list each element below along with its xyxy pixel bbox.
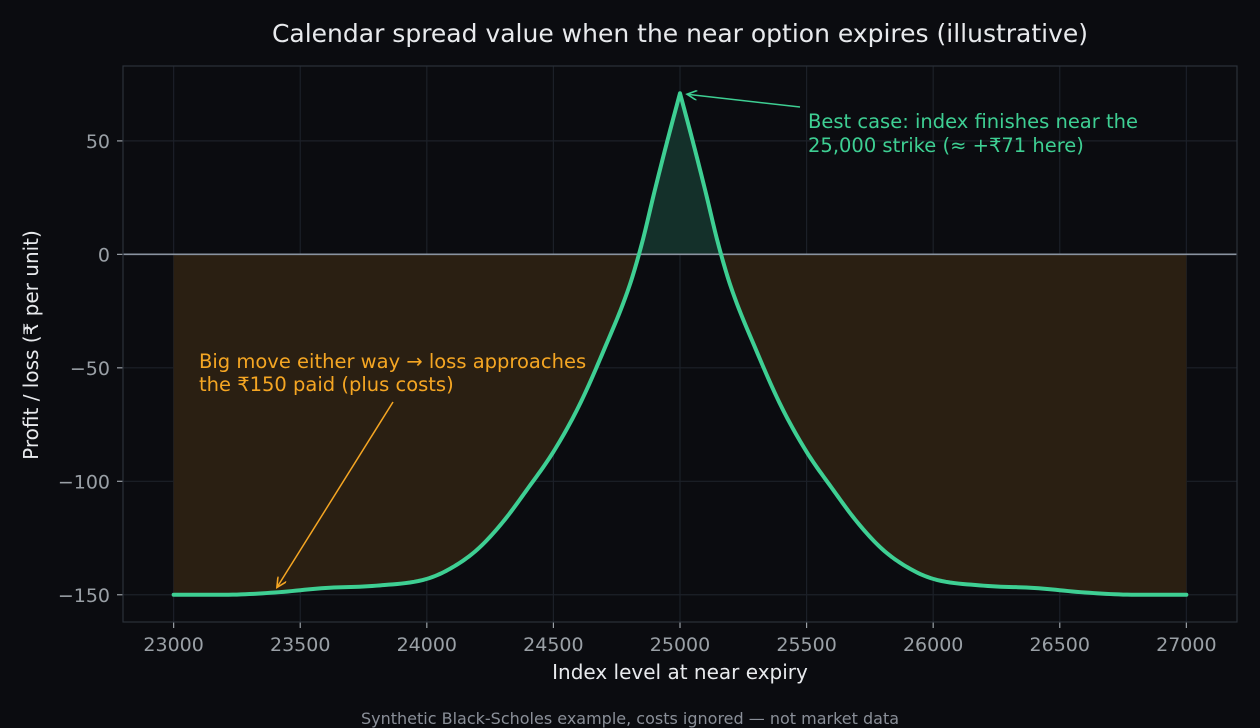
x-tick-label: 26500 (1030, 634, 1090, 656)
y-tick-label: 0 (98, 244, 110, 266)
x-tick-label: 26000 (903, 634, 963, 656)
y-tick-label: −150 (58, 585, 110, 607)
series-layer (171, 91, 1189, 597)
payoff-line (171, 91, 1189, 597)
x-tick-labels: 23000 23500 24000 24500 25000 25500 26000 26500… (143, 622, 1217, 656)
y-axis-label: Profit / loss (₹ per unit) (19, 230, 43, 460)
y-tick-label: −100 (58, 471, 110, 493)
annotation-big-move-line2: the ₹150 paid (plus costs) (199, 373, 454, 396)
area-fills (173, 93, 1187, 595)
annotation-best-case-line2: 25,000 strike (≈ +₹71 here) (808, 134, 1084, 157)
annotation-big-move: Big move either way → loss approaches th… (199, 350, 586, 587)
annotation-arrow-best-case (687, 94, 801, 108)
x-tick-label: 23500 (270, 634, 330, 656)
chart-title: Calendar spread value when the near opti… (272, 19, 1088, 48)
x-tick-label: 23000 (143, 634, 203, 656)
annotation-big-move-line1: Big move either way → loss approaches (199, 350, 586, 373)
x-tick-label: 24500 (523, 634, 583, 656)
y-tick-label: −50 (70, 358, 110, 380)
annotation-best-case: Best case: index finishes near the 25,00… (687, 94, 1138, 157)
x-tick-label: 27000 (1156, 634, 1216, 656)
x-axis-label: Index level at near expiry (552, 660, 808, 684)
annotation-arrow-big-move (277, 401, 394, 587)
loss-region (173, 254, 1187, 595)
x-tick-label: 24000 (397, 634, 457, 656)
annotation-best-case-line1: Best case: index finishes near the (808, 110, 1138, 133)
y-tick-label: 50 (86, 131, 110, 153)
footer-note: Synthetic Black-Scholes example, costs i… (361, 709, 899, 728)
profit-region (173, 93, 1187, 255)
x-tick-label: 25500 (776, 634, 836, 656)
y-tick-labels: −150 −100 −50 0 50 (58, 131, 123, 607)
plot-frame (122, 65, 1238, 623)
x-tick-label: 25000 (650, 634, 710, 656)
